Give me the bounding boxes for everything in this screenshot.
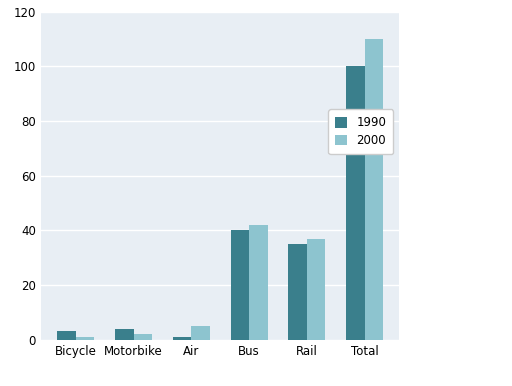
Bar — [249, 225, 268, 340]
Bar — [230, 230, 249, 340]
Legend: 1990, 2000: 1990, 2000 — [328, 109, 393, 154]
Bar — [57, 332, 76, 340]
Bar — [307, 239, 325, 340]
Bar — [346, 66, 365, 340]
Bar — [173, 337, 191, 340]
Bar — [365, 39, 383, 340]
Bar — [288, 244, 307, 340]
Bar — [191, 326, 210, 340]
Bar — [76, 337, 94, 340]
Bar — [134, 334, 152, 340]
Bar — [115, 329, 134, 340]
